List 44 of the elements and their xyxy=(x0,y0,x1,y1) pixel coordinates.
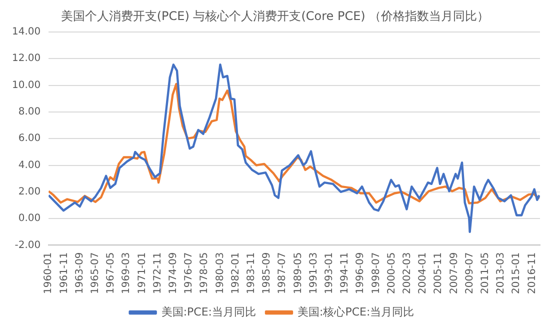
x-tick-label: 1974-09 xyxy=(168,252,180,294)
y-tick-label: 4.00 xyxy=(18,160,41,171)
y-tick-label: 8.00 xyxy=(18,106,41,118)
x-tick-label: 1991-03 xyxy=(308,252,320,294)
x-tick-label: 1960-01 xyxy=(43,252,54,294)
x-tick-label: 1985-09 xyxy=(262,252,273,294)
x-tick-label: 1982-01 xyxy=(230,252,242,294)
x-tick-label: 1996-09 xyxy=(355,252,366,294)
x-tick-label: 2009-07 xyxy=(464,252,476,294)
x-tick-label: 1989-05 xyxy=(292,252,304,294)
x-tick-label: 1961-11 xyxy=(58,252,70,294)
x-tick-label: 2013-03 xyxy=(496,252,507,294)
x-tick-label: 1983-11 xyxy=(246,252,258,294)
x-tick-label: 1998-07 xyxy=(370,252,382,294)
chart-title: 美国个人消费开支(PCE) 与核心个人消费开支(Core PCE) （价格指数当月同比） xyxy=(60,8,490,25)
x-tick-label: 1993-01 xyxy=(324,252,336,294)
x-tick-label: 2011-05 xyxy=(480,252,491,294)
x-tick-label: 1980-03 xyxy=(214,252,226,294)
y-tick-label: 12.00 xyxy=(12,53,41,64)
x-tick-label: 2016-11 xyxy=(526,252,538,294)
x-tick-label: 1963-09 xyxy=(74,252,86,294)
y-tick-label: 0.00 xyxy=(18,213,41,224)
y-tick-label: 2.00 xyxy=(18,186,41,198)
x-tick-label: 1967-05 xyxy=(106,252,117,294)
x-tick-label: 2000-05 xyxy=(386,252,398,294)
x-tick-label: 2005-11 xyxy=(433,252,444,294)
x-tick-label: 1976-07 xyxy=(184,252,195,294)
legend-label: 美国:PCE:当月同比 xyxy=(161,305,256,318)
y-tick-label: 14.00 xyxy=(12,26,41,38)
y-tick-label: -2.00 xyxy=(14,240,41,251)
x-tick-label: 1965-07 xyxy=(90,252,102,294)
x-tick-label: 1987-07 xyxy=(277,252,288,294)
x-tick-label: 2015-01 xyxy=(511,252,522,294)
x-tick-label: 1969-03 xyxy=(121,252,132,294)
x-tick-label: 1978-05 xyxy=(199,252,210,294)
y-tick-label: 6.00 xyxy=(18,133,41,144)
x-tick-label: 2004-01 xyxy=(418,252,429,294)
x-tick-label: 1971-01 xyxy=(136,252,148,294)
x-tick-label: 1994-11 xyxy=(340,252,351,294)
x-tick-label: 2007-09 xyxy=(448,252,460,294)
y-tick-label: 10.00 xyxy=(12,80,41,91)
legend-label: 美国:核心PCE:当月同比 xyxy=(298,305,414,318)
x-tick-label: 2002-03 xyxy=(402,252,413,294)
x-tick-label: 1972-11 xyxy=(152,252,164,294)
